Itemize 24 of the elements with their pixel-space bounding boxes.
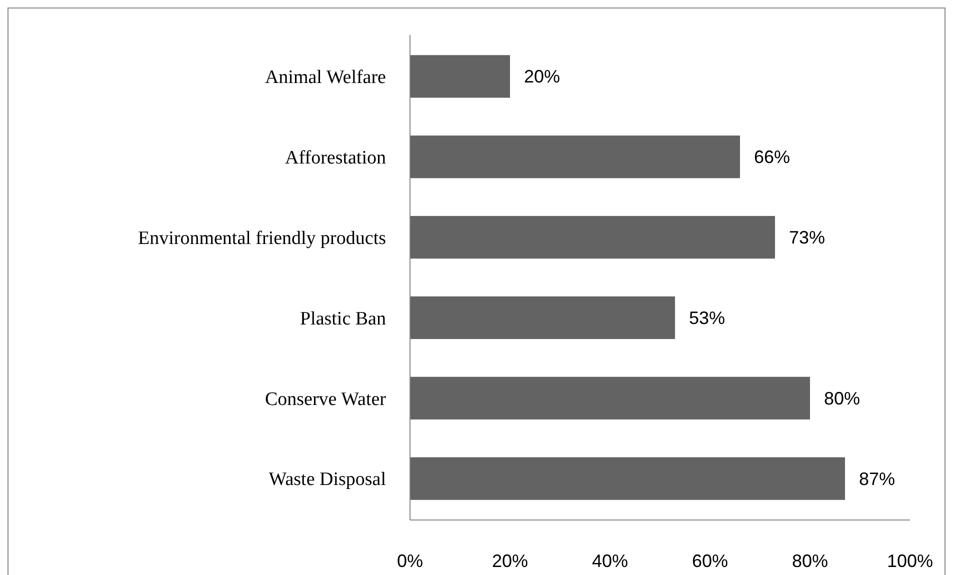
y-tick-label: Afforestation [285,148,386,169]
x-tick-label: 60% [692,551,728,571]
bar [410,296,675,340]
x-tick-label: 0% [396,551,424,571]
bar [410,457,845,500]
data-label: 20% [524,66,560,87]
bar [410,55,510,98]
x-tick-label: 80% [792,551,828,571]
y-tick-label: Environmental friendly products [138,228,386,249]
data-label: 53% [689,308,726,328]
data-label: 66% [754,147,790,168]
bar [410,136,740,178]
data-label: 80% [824,388,860,408]
y-tick-label: Plastic Ban [300,308,386,330]
bar [410,376,810,420]
y-tick-label: Animal Welfare [264,67,386,88]
x-tick-label: 20% [492,551,528,571]
data-label: 87% [859,468,896,489]
x-tick-label: 100% [886,551,934,571]
x-tick-label: 40% [592,551,628,571]
y-tick-label: Waste Disposal [268,469,386,490]
bar [410,216,775,259]
y-tick-label: Conserve Water [264,388,387,410]
data-label: 73% [789,228,826,248]
